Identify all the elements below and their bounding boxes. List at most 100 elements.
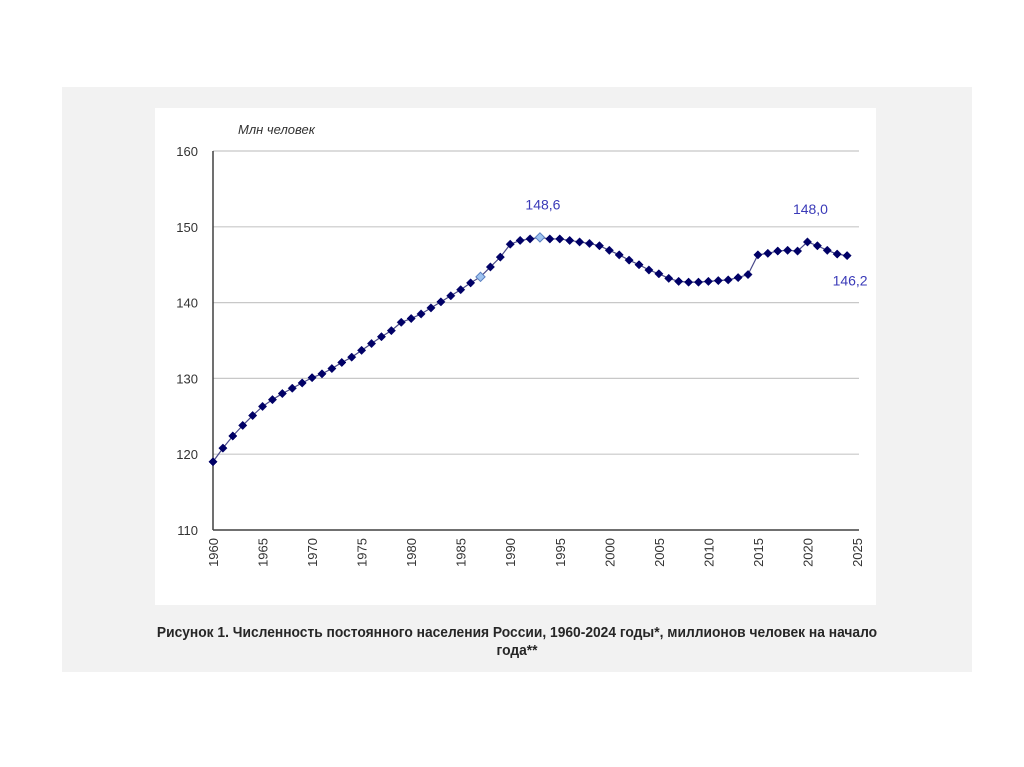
data-point-2004 bbox=[644, 265, 654, 275]
axes bbox=[212, 151, 859, 531]
data-point-2011 bbox=[713, 276, 723, 286]
data-point-2024 bbox=[842, 251, 852, 261]
data-point-1960 bbox=[208, 457, 218, 467]
x-tick-label-2010: 2010 bbox=[701, 538, 716, 567]
data-point-2010 bbox=[703, 276, 713, 286]
data-point-1990 bbox=[505, 239, 515, 249]
x-axis-ticks: 1960 1965 1970 1975 1980 1985 1990 1995 2000 2005… bbox=[206, 538, 865, 567]
x-tick-label-1960: 1960 bbox=[206, 538, 221, 567]
data-point-2000 bbox=[604, 245, 614, 255]
data-point-2009 bbox=[693, 277, 704, 287]
data-point-1991 bbox=[515, 235, 525, 245]
figure-caption: Рисунок 1. Численность постоянного насел… bbox=[98, 624, 935, 660]
data-point-1971 bbox=[317, 369, 327, 379]
data-point-1963 bbox=[238, 420, 248, 430]
data-point-1976 bbox=[366, 338, 377, 349]
x-tick-label-1995: 1995 bbox=[553, 538, 568, 567]
data-point-2014 bbox=[743, 270, 753, 280]
data-point-1997 bbox=[575, 237, 585, 247]
data-point-2003 bbox=[634, 260, 644, 270]
y-axis-label: Млн человек bbox=[238, 122, 316, 137]
series-line bbox=[212, 236, 848, 463]
x-tick-label-1985: 1985 bbox=[454, 538, 469, 567]
data-point-1968 bbox=[287, 383, 297, 393]
data-point-1975 bbox=[357, 345, 367, 355]
y-tick-label-150: 150 bbox=[176, 220, 198, 235]
data-point-1970 bbox=[307, 373, 317, 383]
x-tick-label-2015: 2015 bbox=[751, 538, 766, 567]
y-tick-label-160: 160 bbox=[176, 144, 198, 159]
gridlines bbox=[213, 150, 859, 455]
x-tick-label-2000: 2000 bbox=[602, 538, 617, 567]
chart-area bbox=[155, 108, 876, 605]
data-point-2002 bbox=[624, 255, 634, 265]
data-point-1999 bbox=[594, 241, 604, 251]
data-point-1995 bbox=[555, 234, 565, 244]
data-point-1966 bbox=[267, 395, 277, 405]
data-point-1993 bbox=[534, 232, 546, 243]
data-point-1982 bbox=[426, 303, 436, 313]
data-point-1967 bbox=[277, 389, 287, 399]
data-label-2024: 146,2 bbox=[833, 273, 868, 289]
x-tick-label-2025: 2025 bbox=[850, 538, 865, 567]
data-point-2018 bbox=[783, 245, 793, 255]
data-point-2021 bbox=[812, 241, 822, 251]
data-point-1972 bbox=[327, 363, 337, 374]
y-tick-label-130: 130 bbox=[176, 371, 198, 386]
data-point-2007 bbox=[674, 276, 684, 286]
x-tick-label-1965: 1965 bbox=[256, 538, 271, 567]
y-axis-ticks: 110 120 130 140 150 160 bbox=[176, 144, 198, 538]
data-point-1962 bbox=[228, 431, 238, 441]
caption-line-1: Рисунок 1. Численность постоянного насел… bbox=[156, 624, 878, 641]
data-point-1989 bbox=[495, 252, 505, 262]
x-tick-label-1970: 1970 bbox=[305, 538, 320, 567]
data-point-1983 bbox=[436, 297, 446, 307]
x-tick-label-1980: 1980 bbox=[404, 538, 419, 567]
x-tick-label-2020: 2020 bbox=[800, 538, 815, 567]
data-label-2020: 148,0 bbox=[793, 201, 828, 217]
data-point-1974 bbox=[347, 352, 357, 362]
data-point-1987 bbox=[475, 271, 486, 283]
x-tick-label-1990: 1990 bbox=[503, 538, 518, 567]
data-point-2023 bbox=[832, 249, 842, 259]
caption-line-2: года** bbox=[496, 642, 538, 659]
data-point-1978 bbox=[386, 326, 396, 336]
data-point-2006 bbox=[664, 273, 674, 283]
data-point-1977 bbox=[376, 332, 386, 342]
data-label-1993: 148,6 bbox=[525, 196, 560, 212]
data-point-1988 bbox=[485, 262, 495, 272]
data-point-2008 bbox=[684, 277, 694, 287]
data-point-2001 bbox=[614, 250, 624, 260]
data-point-1965 bbox=[257, 401, 268, 411]
data-point-1964 bbox=[248, 410, 258, 421]
data-point-2020 bbox=[802, 237, 813, 247]
x-tick-label-2005: 2005 bbox=[652, 538, 667, 567]
data-point-2022 bbox=[822, 245, 832, 255]
data-point-1980 bbox=[406, 313, 416, 324]
x-tick-label-1975: 1975 bbox=[355, 538, 370, 567]
data-point-1979 bbox=[396, 317, 406, 327]
data-point-1992 bbox=[525, 234, 535, 244]
data-point-1981 bbox=[416, 309, 426, 319]
data-point-2017 bbox=[773, 246, 783, 256]
series-population bbox=[208, 232, 852, 467]
data-point-2015 bbox=[753, 250, 763, 260]
data-point-2016 bbox=[763, 248, 773, 258]
data-point-1986 bbox=[466, 278, 476, 288]
data-point-2005 bbox=[654, 269, 664, 279]
data-point-1984 bbox=[446, 291, 456, 301]
data-point-1994 bbox=[545, 234, 555, 244]
data-point-2012 bbox=[723, 275, 733, 285]
y-tick-label-120: 120 bbox=[176, 447, 198, 462]
y-tick-label-110: 110 bbox=[177, 523, 198, 538]
data-point-2019 bbox=[793, 246, 803, 256]
data-labels: 148,6 148,0 146,2 bbox=[525, 196, 867, 288]
data-point-2013 bbox=[733, 273, 743, 283]
data-point-1996 bbox=[565, 235, 575, 245]
data-point-1985 bbox=[456, 285, 466, 295]
data-point-1969 bbox=[297, 378, 307, 388]
data-point-1973 bbox=[337, 357, 347, 368]
data-point-1998 bbox=[584, 238, 595, 249]
data-point-1961 bbox=[218, 443, 228, 453]
